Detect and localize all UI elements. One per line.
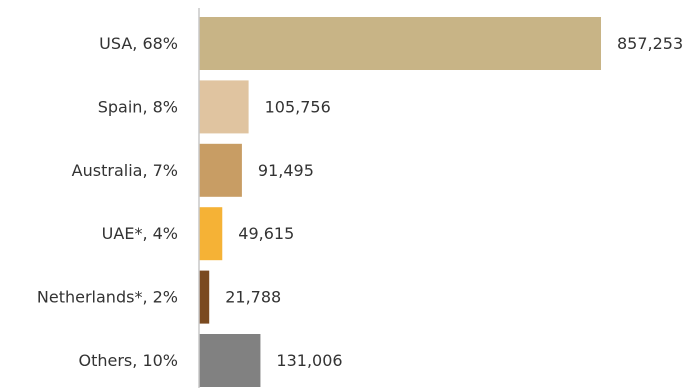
category-label: UAE*, 4% (102, 224, 178, 243)
value-label: 131,006 (276, 351, 342, 370)
value-label: 91,495 (258, 161, 314, 180)
category-label: Australia, 7% (72, 161, 178, 180)
bar-4 (199, 270, 210, 324)
category-label: Spain, 8% (98, 97, 178, 116)
bar-1 (199, 80, 249, 134)
bars-group (199, 17, 601, 387)
bar-0 (199, 17, 601, 70)
bar-2 (199, 143, 242, 197)
category-label: Netherlands*, 2% (37, 288, 178, 307)
category-labels: USA, 68% Spain, 8% Australia, 7% UAE*, 4% Ne… (37, 34, 178, 370)
category-label: Others, 10% (79, 351, 179, 370)
value-label: 105,756 (265, 97, 331, 116)
bar-5 (199, 334, 261, 387)
bar-3 (199, 207, 223, 261)
category-label: USA, 68% (99, 34, 178, 53)
value-label: 857,253 (617, 34, 683, 53)
value-labels: 857,253 105,756 91,495 49,615 21,788 131,006 (225, 34, 683, 370)
value-label: 21,788 (225, 288, 281, 307)
value-label: 49,615 (238, 224, 294, 243)
